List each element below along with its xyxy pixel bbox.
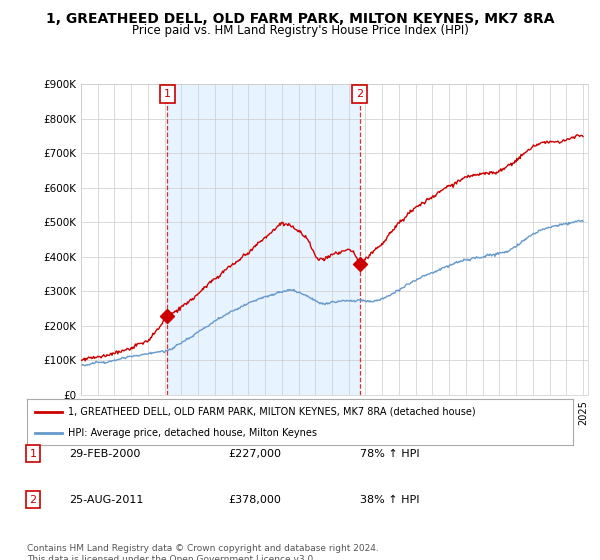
Text: 78% ↑ HPI: 78% ↑ HPI [360,449,419,459]
Text: 1, GREATHEED DELL, OLD FARM PARK, MILTON KEYNES, MK7 8RA: 1, GREATHEED DELL, OLD FARM PARK, MILTON… [46,12,554,26]
Text: 1: 1 [29,449,37,459]
Text: Contains HM Land Registry data © Crown copyright and database right 2024.
This d: Contains HM Land Registry data © Crown c… [27,544,379,560]
Text: 38% ↑ HPI: 38% ↑ HPI [360,494,419,505]
Bar [167,84,359,395]
Text: 2: 2 [29,494,37,505]
Text: Price paid vs. HM Land Registry's House Price Index (HPI): Price paid vs. HM Land Registry's House … [131,24,469,36]
Text: £227,000: £227,000 [228,449,281,459]
Text: 25-AUG-2011: 25-AUG-2011 [69,494,143,505]
Text: 1: 1 [164,90,171,99]
Text: HPI: Average price, detached house, Milton Keynes: HPI: Average price, detached house, Milt… [68,428,317,438]
Text: 1, GREATHEED DELL, OLD FARM PARK, MILTON KEYNES, MK7 8RA (detached house): 1, GREATHEED DELL, OLD FARM PARK, MILTON… [68,407,476,417]
Text: £378,000: £378,000 [228,494,281,505]
Text: 29-FEB-2000: 29-FEB-2000 [69,449,140,459]
Text: 2: 2 [356,90,363,99]
